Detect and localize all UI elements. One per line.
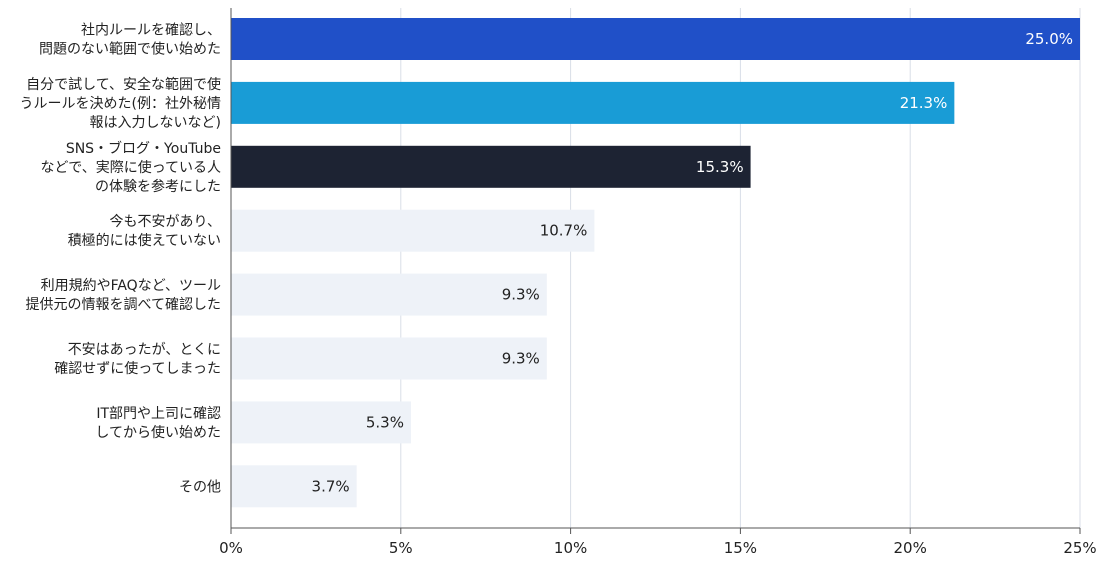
category-label-line: 報は入力しないなど) (90, 115, 221, 131)
category-label-line: 利用規約やFAQなど、ツール (41, 278, 221, 294)
category-label-line: 自分で試して、安全な範囲で使 (26, 76, 221, 93)
bar (231, 209, 595, 252)
bar (231, 337, 547, 380)
bar-value-label: 10.7% (540, 222, 588, 240)
category-label-line: 積極的には使えていない (68, 232, 221, 249)
x-tick-label: 10% (554, 539, 587, 557)
category-label-line: 確認せずに使ってしまった (54, 360, 221, 377)
bar-value-label: 25.0% (1025, 30, 1073, 48)
category-label: 自分で試して、安全な範囲で使うルールを決めた(例：社外秘情報は入力しないなど) (20, 76, 221, 131)
category-label-line: その他 (179, 479, 221, 495)
bar-value-label: 3.7% (312, 477, 350, 495)
category-label-line: 今も不安があり、 (110, 214, 221, 230)
bar (231, 465, 357, 508)
bar-value-label: 21.3% (900, 94, 948, 112)
category-label-line: の体験を参考にした (95, 178, 221, 195)
category-label: IT部門や上司に確認してから使い始めた (95, 406, 221, 441)
category-label-line: 提供元の情報を調べて確認した (26, 297, 221, 313)
category-label-line: してから使い始めた (95, 424, 221, 441)
category-label-line: SNS・ブログ・YouTube (66, 140, 221, 157)
category-label: 社内ルールを確認し、問題のない範囲で使い始めた (39, 23, 221, 58)
x-tick-label: 25% (1063, 539, 1096, 557)
category-label: SNS・ブログ・YouTube などで、実際に使っている人の体験を参考にした (41, 140, 221, 195)
bar (231, 273, 547, 316)
category-label-line: などで、実際に使っている人 (41, 159, 221, 176)
category-label-line: 社内ルールを確認し、 (81, 23, 221, 39)
category-label-line: 不安はあったが、とくに (68, 342, 221, 358)
category-label: 利用規約やFAQなど、ツール提供元の情報を調べて確認した (26, 278, 221, 313)
bar (231, 401, 411, 444)
x-tick-label: 20% (894, 539, 927, 557)
category-label-line: うルールを決めた(例：社外秘情 (20, 96, 221, 112)
bar (231, 145, 751, 188)
bar (231, 18, 1080, 60)
category-label-line: IT部門や上司に確認 (96, 406, 221, 422)
bar-value-label: 5.3% (366, 413, 404, 431)
bar (231, 81, 955, 124)
x-tick-label: 0% (219, 539, 243, 557)
bar-value-label: 9.3% (502, 350, 540, 368)
category-label: 不安はあったが、とくに確認せずに使ってしまった (54, 342, 221, 377)
category-label: 今も不安があり、積極的には使えていない (68, 214, 221, 249)
bar-value-label: 15.3% (696, 158, 744, 176)
bar-value-label: 9.3% (502, 286, 540, 304)
x-tick-label: 15% (724, 539, 757, 557)
x-tick-label: 5% (389, 539, 413, 557)
category-label-line: 問題のない範囲で使い始めた (39, 41, 221, 58)
category-label: その他 (179, 479, 221, 495)
